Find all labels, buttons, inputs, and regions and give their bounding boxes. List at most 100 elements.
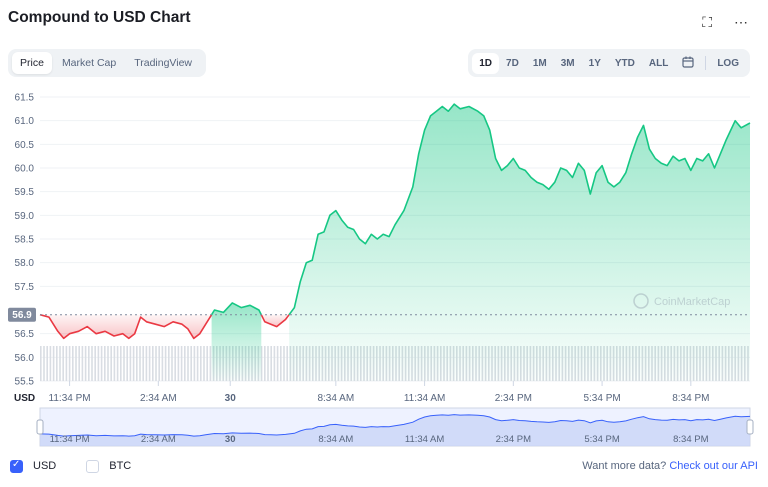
navigator-tick-label: 11:34 PM: [50, 434, 90, 445]
price-area-down: [40, 314, 212, 339]
price-area-down: [261, 314, 290, 327]
volume-bar: [91, 346, 93, 381]
volume-bar: [622, 346, 624, 381]
volume-bar: [145, 346, 148, 381]
volume-bar: [635, 346, 637, 381]
usd-checkbox[interactable]: [10, 459, 23, 473]
volume-bar: [728, 346, 730, 381]
currency-axis-label: USD: [14, 393, 35, 404]
volume-bar: [219, 346, 221, 381]
volume-bar: [270, 346, 272, 381]
volume-bar: [555, 346, 557, 381]
volume-bar: [699, 346, 701, 381]
volume-bar: [721, 346, 724, 381]
volume-bar: [104, 346, 106, 381]
volume-bar: [433, 346, 436, 381]
btc-checkbox[interactable]: [86, 459, 100, 473]
x-tick-label: 11:34 PM: [49, 393, 91, 404]
volume-bar: [129, 346, 132, 381]
volume-bar: [273, 346, 276, 381]
volume-bar: [526, 346, 528, 381]
volume-bar: [536, 346, 538, 381]
range-1m[interactable]: 1M: [532, 57, 547, 69]
navigator-left-handle[interactable]: [36, 419, 44, 435]
currency-option-usd[interactable]: USD: [10, 459, 56, 473]
btc-label: BTC: [109, 460, 132, 472]
currency-option-btc[interactable]: BTC: [86, 459, 132, 473]
volume-bar: [571, 346, 573, 381]
volume-bar: [251, 346, 253, 381]
volume-bar: [440, 346, 442, 381]
volume-bar: [737, 346, 740, 381]
volume-bar: [155, 346, 157, 381]
volume-bar: [648, 346, 650, 381]
range-1y[interactable]: 1Y: [588, 57, 601, 69]
range-ytd[interactable]: YTD: [614, 57, 635, 69]
volume-bar: [164, 346, 167, 381]
volume-bar: [600, 346, 602, 381]
volume-bar: [411, 346, 413, 381]
y-tick-label: 59.5: [15, 187, 35, 198]
range-all[interactable]: ALL: [648, 57, 669, 69]
coinmarketcap-logo-icon: [633, 293, 649, 309]
volume-bar: [347, 346, 349, 381]
volume-bar: [561, 346, 564, 381]
volume-bar: [404, 346, 407, 381]
volume-bar: [244, 346, 247, 381]
volume-bar: [206, 346, 208, 381]
volume-bar: [468, 346, 471, 381]
volume-bar: [366, 346, 368, 381]
volume-bar: [408, 346, 410, 381]
volume-bar: [465, 346, 468, 381]
tab-price[interactable]: Price: [12, 52, 52, 74]
volume-bar: [616, 346, 618, 381]
volume-bar: [552, 346, 554, 381]
volume-bar: [46, 346, 48, 381]
volume-bar: [520, 346, 522, 381]
volume-bar: [689, 346, 692, 381]
volume-bar: [379, 346, 381, 381]
volume-bar: [744, 346, 746, 381]
volume-bar: [417, 346, 420, 381]
navigator-range[interactable]: [39, 407, 751, 447]
volume-bar: [731, 346, 733, 381]
volume-bar: [43, 346, 45, 381]
range-3m[interactable]: 3M: [560, 57, 575, 69]
range-7d[interactable]: 7D: [506, 57, 519, 69]
y-tick-label: 56.0: [15, 353, 35, 364]
volume-bar: [296, 346, 298, 381]
y-tick-label: 60.5: [15, 140, 35, 151]
volume-bar: [401, 346, 404, 381]
volume-bar: [632, 346, 634, 381]
x-tick-label: 5:34 PM: [583, 393, 620, 404]
tab-tradingview[interactable]: TradingView: [134, 57, 192, 69]
volume-bar: [193, 346, 196, 381]
api-link[interactable]: Check out our API: [669, 460, 758, 472]
range-1d[interactable]: 1D: [472, 52, 500, 74]
volume-bar: [382, 346, 384, 381]
y-tick-label: 56.5: [15, 329, 35, 340]
x-tick-label: 2:34 AM: [140, 393, 177, 404]
calendar-icon[interactable]: [675, 51, 701, 76]
fullscreen-icon[interactable]: ⛶: [702, 14, 712, 30]
y-tick-label: 59.0: [15, 211, 35, 222]
volume-bar: [462, 346, 464, 381]
navigator-right-handle[interactable]: [746, 419, 754, 435]
volume-bar: [196, 346, 199, 381]
volume-bar: [510, 346, 512, 381]
navigator-tick-label: 8:34 AM: [318, 434, 353, 445]
volume-bar: [385, 346, 388, 381]
more-horizontal-icon[interactable]: ⋯: [734, 14, 748, 30]
volume-bar: [532, 346, 535, 381]
volume-bar: [286, 346, 288, 381]
volume-bar: [715, 346, 717, 381]
navigator-tick-label: 2:34 AM: [141, 434, 176, 445]
chart-type-tabs: Price Market Cap TradingView: [8, 49, 206, 77]
navigator-tick-label: 30: [225, 434, 236, 445]
volume-bar: [97, 346, 100, 381]
volume-bar: [75, 346, 77, 381]
price-line-up: [210, 302, 263, 316]
volume-bar: [491, 346, 493, 381]
log-scale-toggle[interactable]: LOG: [717, 57, 739, 69]
tab-market-cap[interactable]: Market Cap: [61, 57, 117, 69]
